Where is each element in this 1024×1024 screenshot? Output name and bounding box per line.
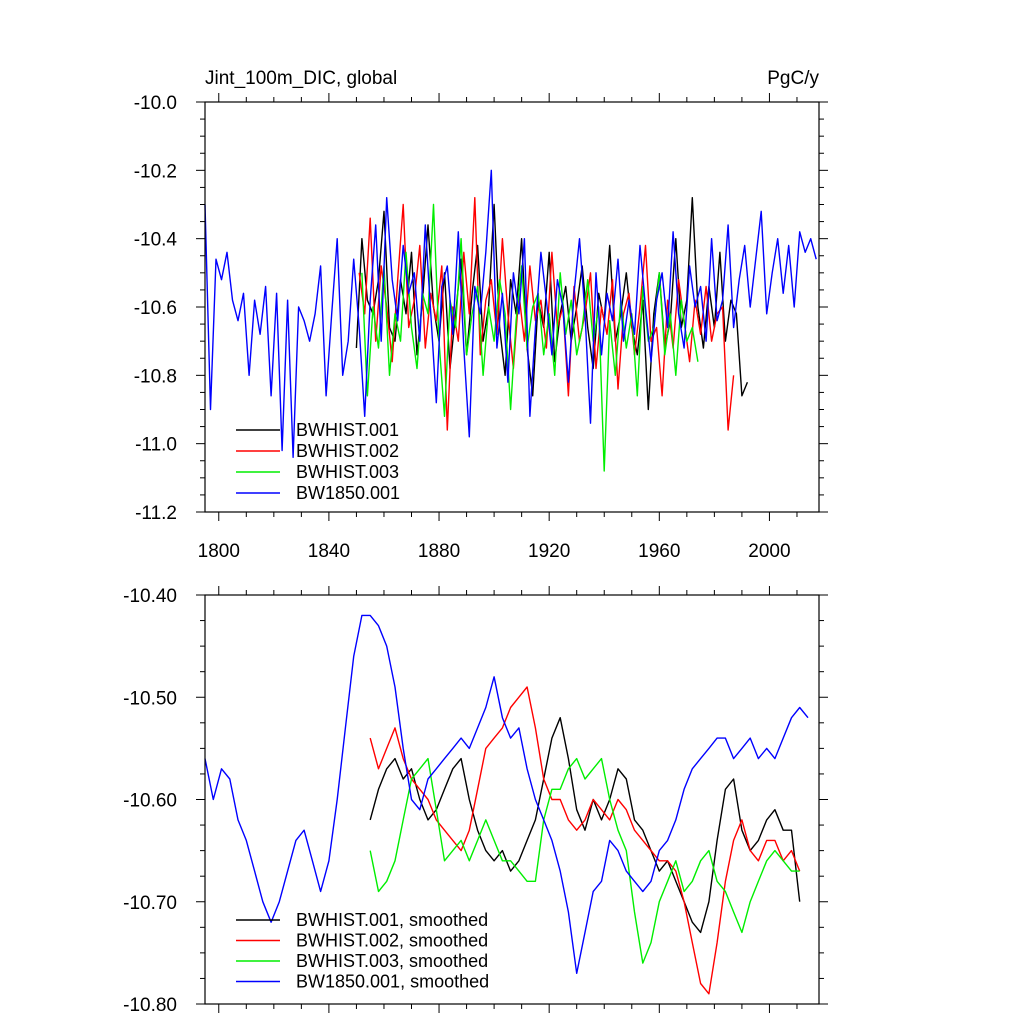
series-line-0 bbox=[369, 717, 801, 934]
series-line-2 bbox=[369, 757, 800, 964]
smoothed-axes: -10.80 -10.70 -10.60 -10.50 -10.40 bbox=[123, 586, 828, 1016]
y-tick-label: -11.0 bbox=[135, 435, 177, 456]
series-line-3 bbox=[204, 614, 809, 974]
series-line-0 bbox=[355, 196, 749, 411]
x-tick-label: 2000 bbox=[748, 541, 790, 562]
legend-label-3: BW1850.001 bbox=[296, 483, 400, 503]
panel-raw: -11.2 -11.0 -10.8 -10.6 -10.4 -10.2 -10.0 1800 1… bbox=[134, 93, 828, 562]
legend-label-0: BWHIST.001, smoothed bbox=[296, 910, 488, 930]
y-tick-label: -10.60 bbox=[123, 791, 177, 812]
y-tick-label: -10.0 bbox=[134, 93, 177, 114]
smoothed-series-group bbox=[204, 614, 809, 995]
y-tick-label: -10.4 bbox=[134, 230, 178, 251]
x-tick-label: 1920 bbox=[528, 541, 570, 562]
series-line-3 bbox=[204, 169, 817, 458]
y-tick-label: -11.2 bbox=[135, 503, 177, 524]
series-line-1 bbox=[369, 686, 801, 995]
series-line-2 bbox=[361, 203, 699, 472]
plot-title: Jint_100m_DIC, global bbox=[205, 68, 397, 89]
y-tick-label: -10.40 bbox=[123, 586, 177, 607]
legend-label-1: BWHIST.002, smoothed bbox=[296, 931, 488, 951]
raw-axes: -11.2 -11.0 -10.8 -10.6 -10.4 -10.2 -10.0 1800 1… bbox=[134, 93, 828, 562]
y-tick-label: -10.8 bbox=[134, 366, 177, 387]
x-tick-label: 1840 bbox=[308, 541, 350, 562]
x-tick-label: 1960 bbox=[638, 541, 680, 562]
y-tick-label: -10.80 bbox=[123, 995, 177, 1016]
y-tick-label: -10.50 bbox=[123, 688, 177, 709]
panel-smoothed: -10.80 -10.70 -10.60 -10.50 -10.40 BWHIST.00… bbox=[123, 586, 828, 1016]
legend-label-1: BWHIST.002 bbox=[296, 441, 399, 461]
legend-label-2: BWHIST.003 bbox=[296, 462, 399, 482]
x-tick-label: 1880 bbox=[418, 541, 460, 562]
units-label: PgC/y bbox=[767, 68, 819, 89]
legend-label-3: BW1850.001, smoothed bbox=[296, 972, 489, 992]
legend-label-2: BWHIST.003, smoothed bbox=[296, 951, 488, 971]
x-tick-label: 1800 bbox=[198, 541, 240, 562]
y-tick-label: -10.6 bbox=[134, 298, 177, 319]
legend-label-0: BWHIST.001 bbox=[296, 420, 399, 440]
y-tick-label: -10.2 bbox=[134, 161, 177, 182]
y-tick-label: -10.70 bbox=[123, 893, 177, 914]
raw-series-group bbox=[204, 169, 817, 472]
